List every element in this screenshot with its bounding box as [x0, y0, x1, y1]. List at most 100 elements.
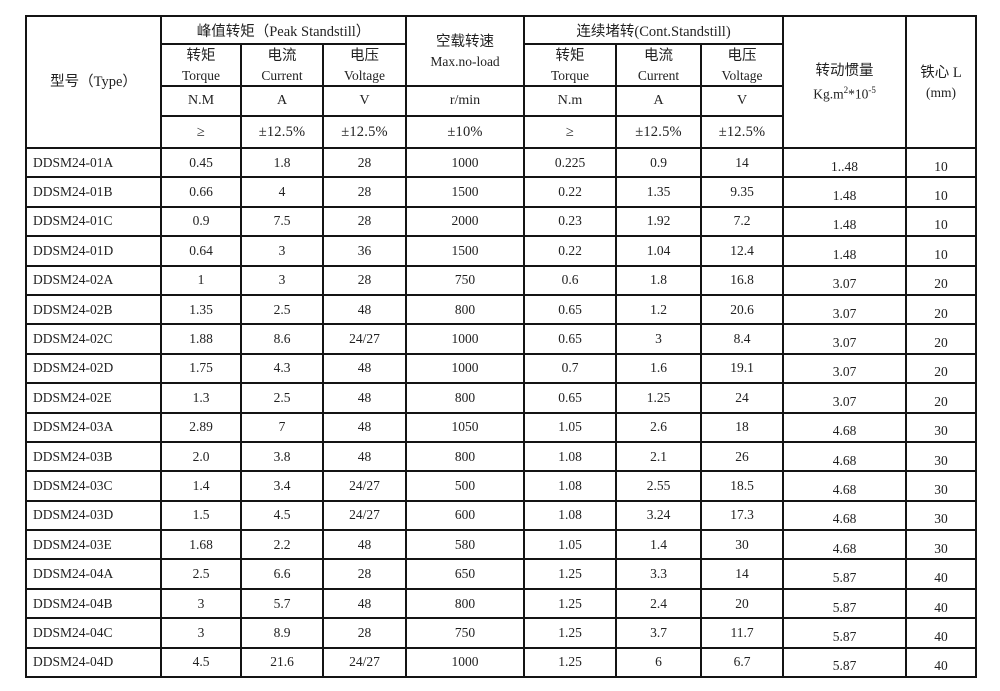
tol-cont-current: ±12.5% — [615, 115, 703, 149]
value-cell: 1 — [160, 264, 242, 296]
value-cell: 28 — [321, 176, 408, 208]
tol-peak-current: ±12.5% — [240, 115, 324, 149]
model-cell: DDSM24-04D — [25, 646, 162, 679]
col-header-cont-current: 电流 Current — [615, 43, 703, 87]
value-cell: 1000 — [405, 323, 526, 355]
model-cell: DDSM24-03A — [25, 411, 162, 443]
value-text: 1.48 — [832, 188, 857, 204]
cont-voltage-en: Voltage — [721, 67, 763, 83]
value-text: 30 — [934, 423, 948, 439]
model-cell: DDSM24-02D — [25, 352, 162, 385]
value-text: 1.48 — [832, 217, 857, 233]
inertia-unit: Kg.m2*10-5 — [785, 81, 904, 104]
value-cell: 1500 — [405, 235, 526, 267]
value-cell: 5.87 — [782, 617, 908, 649]
table-row: DDSM24-04D 4.5 21.6 24/27 1000 1.25 6 6.7 5.87 40 — [25, 646, 978, 679]
value-text: 20 — [934, 393, 948, 409]
value-cell: 1.75 — [160, 352, 242, 385]
value-cell: 1.92 — [615, 205, 703, 238]
value-cell: 1.25 — [523, 587, 618, 620]
value-cell: 2.5 — [240, 382, 324, 414]
value-cell: 40 — [905, 617, 978, 649]
value-cell: 14 — [700, 558, 785, 590]
value-cell: 5.7 — [240, 587, 324, 620]
table-row: DDSM24-03A 2.89 7 48 1050 1.05 2.6 18 4.68 30 — [25, 411, 978, 443]
value-text: 40 — [934, 658, 948, 674]
col-header-inertia: 转动惯量 Kg.m2*10-5 — [782, 15, 908, 149]
noload-label-en: Max.no-load — [430, 53, 500, 69]
motor-spec-table: 型号（Type） 峰值转矩（Peak Standstill） 空载转速 Max.… — [25, 15, 978, 679]
value-cell: 48 — [321, 293, 408, 326]
inertia-unit-base1: Kg.m — [813, 86, 844, 102]
value-cell: 1.4 — [615, 529, 703, 561]
table-row: DDSM24-03E 1.68 2.2 48 580 1.05 1.4 30 4.68 30 — [25, 529, 978, 561]
col-header-cont-voltage: 电压 Voltage — [700, 43, 785, 87]
cont-torque-en: Torque — [550, 67, 590, 83]
model-cell: DDSM24-01A — [25, 146, 162, 179]
model-cell: DDSM24-02B — [25, 293, 162, 326]
value-cell: 5.87 — [782, 558, 908, 590]
value-cell: 0.64 — [160, 235, 242, 267]
value-cell: 40 — [905, 587, 978, 620]
value-text: 10 — [934, 158, 948, 174]
table-header: 型号（Type） 峰值转矩（Peak Standstill） 空载转速 Max.… — [25, 15, 978, 149]
value-cell: 800 — [405, 293, 526, 326]
value-cell: 24/27 — [321, 646, 408, 679]
value-text: 5.87 — [832, 658, 857, 674]
value-cell: 600 — [405, 499, 526, 532]
value-text: 40 — [934, 570, 948, 586]
core-unit: (mm) — [926, 84, 957, 100]
value-cell: 1.08 — [523, 499, 618, 532]
value-cell: 6 — [615, 646, 703, 679]
table-row: DDSM24-03D 1.5 4.5 24/27 600 1.08 3.24 17.3 4.68… — [25, 499, 978, 532]
value-cell: 28 — [321, 146, 408, 179]
value-cell: 10 — [905, 205, 978, 238]
value-text: 30 — [934, 511, 948, 527]
value-cell: 36 — [321, 235, 408, 267]
value-cell: 28 — [321, 617, 408, 649]
value-cell: 2.89 — [160, 411, 242, 443]
value-cell: 1500 — [405, 176, 526, 208]
value-cell: 0.7 — [523, 352, 618, 385]
table-row: DDSM24-02D 1.75 4.3 48 1000 0.7 1.6 19.1 3.07 20 — [25, 352, 978, 385]
value-text: 1..48 — [831, 158, 859, 174]
value-cell: 1000 — [405, 352, 526, 385]
value-cell: 24 — [700, 382, 785, 414]
table-row: DDSM24-03B 2.0 3.8 48 800 1.08 2.1 26 4.68 30 — [25, 440, 978, 473]
value-cell: 28 — [321, 264, 408, 296]
value-cell: 18 — [700, 411, 785, 443]
model-cell: DDSM24-03E — [25, 529, 162, 561]
value-cell: 14 — [700, 146, 785, 179]
table-row: DDSM24-04C 3 8.9 28 750 1.25 3.7 11.7 5.87 40 — [25, 617, 978, 649]
col-header-core-length: 铁心 L (mm) — [905, 15, 978, 149]
value-cell: 0.23 — [523, 205, 618, 238]
value-text: 40 — [934, 628, 948, 644]
value-cell: 3.07 — [782, 264, 908, 296]
value-cell: 30 — [905, 411, 978, 443]
value-cell: 1.5 — [160, 499, 242, 532]
value-cell: 3.7 — [615, 617, 703, 649]
peak-torque-zh: 转矩 — [186, 47, 216, 64]
value-cell: 1.6 — [615, 352, 703, 385]
value-cell: 1.8 — [615, 264, 703, 296]
peak-torque-en: Torque — [181, 67, 221, 83]
col-header-type: 型号（Type） — [25, 15, 162, 149]
unit-cont-torque: N.m — [523, 85, 618, 117]
value-cell: 10 — [905, 235, 978, 267]
value-text: 20 — [934, 276, 948, 292]
core-label-zh: 铁心 L — [920, 64, 962, 81]
value-cell: 28 — [321, 558, 408, 590]
value-cell: 3.07 — [782, 323, 908, 355]
value-cell: 1.68 — [160, 529, 242, 561]
value-cell: 4.68 — [782, 470, 908, 502]
table-row: DDSM24-04B 3 5.7 48 800 1.25 2.4 20 5.87 40 — [25, 587, 978, 620]
value-cell: 20 — [905, 264, 978, 296]
value-cell: 1.48 — [782, 235, 908, 267]
value-cell: 1.25 — [523, 617, 618, 649]
value-text: 4.68 — [832, 540, 857, 556]
value-cell: 1.04 — [615, 235, 703, 267]
model-cell: DDSM24-03C — [25, 470, 162, 502]
tol-cont-voltage: ±12.5% — [700, 115, 785, 149]
value-cell: 1..48 — [782, 146, 908, 179]
value-text: 10 — [934, 217, 948, 233]
